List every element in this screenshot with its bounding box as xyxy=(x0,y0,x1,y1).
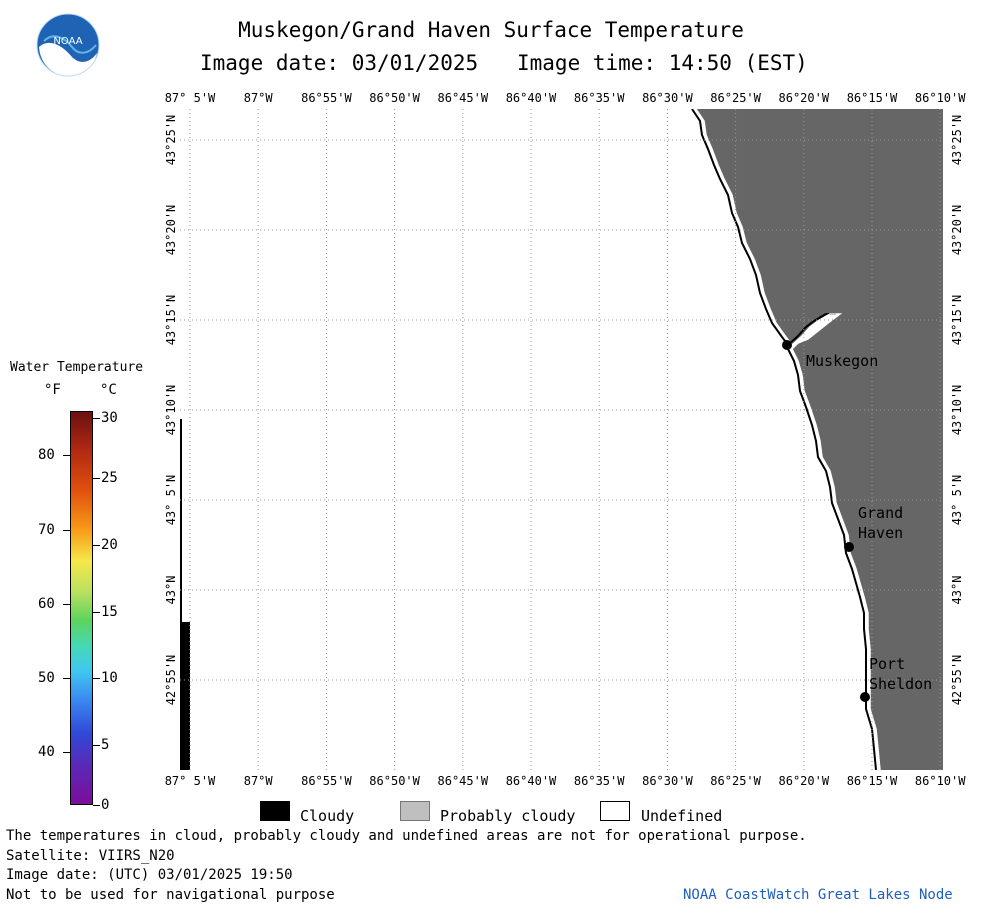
lat-tick-left: 43°N xyxy=(164,575,178,605)
lon-tick-top: 86°30'W xyxy=(642,91,693,105)
lon-tick-bottom: 87° 5'W xyxy=(164,774,216,788)
lat-tick-right: 43°15'N xyxy=(950,294,964,346)
lon-tick-top: 86°15'W xyxy=(846,91,898,105)
city-label-muskegon: Muskegon xyxy=(806,352,879,370)
surface-temperature-map xyxy=(180,109,943,770)
muskegon-marker xyxy=(782,340,792,350)
colorbar-c-tick: 15 xyxy=(101,604,118,620)
lon-tick-bottom: 86°55'W xyxy=(301,774,352,788)
land-area xyxy=(696,109,943,770)
legend-swatch-probably-cloudy xyxy=(400,801,430,821)
lat-tick-left: 43°15'N xyxy=(164,294,178,346)
lon-tick-top: 86°20'W xyxy=(778,91,830,105)
footer-nav-warning: Not to be used for navigational purpose xyxy=(6,887,335,903)
footer-satellite: Satellite: VIIRS_N20 xyxy=(6,848,175,864)
colorbar-c-tick: 20 xyxy=(101,537,118,553)
colorbar-f-tickmark xyxy=(63,752,70,753)
lat-tick-right: 43° 5'N xyxy=(950,474,964,526)
colorbar-f-tickmark xyxy=(63,678,70,679)
colorbar-c-tick: 10 xyxy=(101,670,118,686)
colorbar-c-tickmark xyxy=(93,545,100,546)
grand-haven-marker xyxy=(844,542,854,552)
lat-tick-right: 42°55'N xyxy=(950,654,964,706)
shoreline-inner xyxy=(695,109,881,770)
lat-tick-right: 43°10'N xyxy=(950,384,964,436)
image-date: Image date: 03/01/2025 xyxy=(200,51,479,75)
lon-tick-top: 86°35'W xyxy=(573,91,625,105)
shoreline xyxy=(691,109,836,347)
colorbar-c-tickmark xyxy=(93,678,100,679)
colorbar-c-tickmark xyxy=(93,612,100,613)
image-time: Image time: 14:50 (EST) xyxy=(517,51,808,75)
colorbar-c-tickmark xyxy=(93,805,100,806)
legend-label-probably-cloudy: Probably cloudy xyxy=(440,807,576,825)
noaa-logo: NOAA xyxy=(36,13,100,77)
colorbar-unit-c: °C xyxy=(100,382,117,398)
colorbar-f-tick: 80 xyxy=(38,447,55,463)
lat-tick-left: 43°25'N xyxy=(164,114,178,166)
lon-tick-bottom: 86°25'W xyxy=(710,774,761,788)
colorbar-title: Water Temperature xyxy=(10,360,144,375)
svg-text:NOAA: NOAA xyxy=(53,36,82,47)
lon-tick-bottom: 86°50'W xyxy=(369,774,420,788)
legend-swatch-undefined xyxy=(600,801,630,821)
lon-tick-bottom: 87°W xyxy=(243,774,273,788)
lon-tick-top: 86°25'W xyxy=(710,91,761,105)
lon-tick-top: 86°50'W xyxy=(369,91,420,105)
lon-tick-bottom: 86°10'W xyxy=(914,774,966,788)
lat-tick-right: 43°N xyxy=(950,575,964,605)
colorbar-c-tick: 0 xyxy=(101,797,110,813)
lon-tick-top: 86°10'W xyxy=(914,91,966,105)
port-sheldon-marker xyxy=(860,692,870,702)
lon-tick-bottom: 86°30'W xyxy=(642,774,693,788)
legend-label-cloudy: Cloudy xyxy=(300,807,355,825)
footer-credit: NOAA CoastWatch Great Lakes Node xyxy=(683,887,953,903)
lon-tick-bottom: 86°40'W xyxy=(505,774,557,788)
lon-tick-top: 86°45'W xyxy=(437,91,489,105)
colorbar-f-tick: 50 xyxy=(38,670,55,686)
colorbar-f-tick: 40 xyxy=(38,744,55,760)
colorbar-f-tickmark xyxy=(63,455,70,456)
lon-tick-bottom: 86°15'W xyxy=(846,774,898,788)
lat-tick-right: 43°20'N xyxy=(950,204,964,256)
legend-label-undefined: Undefined xyxy=(641,807,723,825)
footer-note: The temperatures in cloud, probably clou… xyxy=(6,828,807,844)
lat-tick-left: 42°55'N xyxy=(164,654,178,706)
city-label-grand-haven: Grand Haven xyxy=(858,504,904,542)
lon-tick-bottom: 86°45'W xyxy=(437,774,489,788)
colorbar-c-tickmark xyxy=(93,418,100,419)
colorbar-f-tickmark xyxy=(63,604,70,605)
colorbar-c-tick: 5 xyxy=(101,737,110,753)
map-title: Muskegon/Grand Haven Surface Temperature xyxy=(238,18,744,42)
colorbar-f-tickmark xyxy=(63,530,70,531)
lon-tick-top: 86°40'W xyxy=(505,91,557,105)
lat-tick-left: 43°10'N xyxy=(164,384,178,436)
colorbar-c-tickmark xyxy=(93,745,100,746)
colorbar-f-tick: 70 xyxy=(38,522,55,538)
lon-tick-top: 87° 5'W xyxy=(164,91,216,105)
lat-tick-right: 43°25'N xyxy=(950,114,964,166)
colorbar-unit-f: °F xyxy=(44,382,61,398)
colorbar-c-tickmark xyxy=(93,478,100,479)
lon-tick-top: 87°W xyxy=(243,91,273,105)
lon-tick-bottom: 86°20'W xyxy=(778,774,830,788)
footer-utc-date: Image date: (UTC) 03/01/2025 19:50 xyxy=(6,867,293,883)
colorbar-c-tick: 30 xyxy=(101,410,118,426)
colorbar-f-tick: 60 xyxy=(38,596,55,612)
lat-tick-left: 43° 5'N xyxy=(164,474,178,526)
city-label-port-sheldon: Port Sheldon xyxy=(869,655,933,693)
lon-tick-bottom: 86°35'W xyxy=(573,774,625,788)
legend-swatch-cloudy xyxy=(260,801,290,821)
cloudy-area xyxy=(180,622,190,770)
lat-tick-left: 43°20'N xyxy=(164,204,178,256)
lon-tick-top: 86°55'W xyxy=(301,91,352,105)
colorbar xyxy=(70,411,93,805)
colorbar-c-tick: 25 xyxy=(101,470,118,486)
